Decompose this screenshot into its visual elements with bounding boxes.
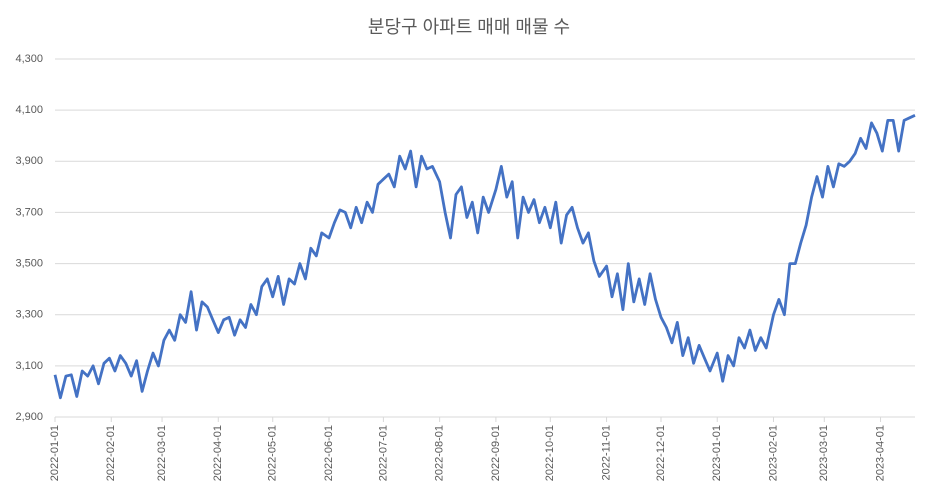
y-tick-label: 3,100 (15, 360, 43, 372)
x-tick-label: 2022-07-01 (377, 425, 389, 481)
y-tick-label: 4,300 (15, 53, 43, 65)
x-tick-label: 2022-01-01 (49, 425, 61, 481)
y-tick-label: 4,100 (15, 104, 43, 116)
chart-title: 분당구 아파트 매매 매물 수 (368, 17, 570, 37)
y-tick-label: 3,300 (15, 309, 43, 321)
x-tick-label: 2022-05-01 (267, 425, 279, 481)
x-tick-label: 2022-11-01 (600, 425, 612, 480)
x-tick-label: 2022-08-01 (434, 425, 446, 481)
y-tick-label: 2,900 (15, 411, 43, 423)
y-tick-label: 3,900 (15, 155, 43, 167)
x-tick-label: 2023-03-01 (818, 425, 830, 481)
y-tick-label: 3,500 (15, 257, 43, 269)
x-tick-label: 2023-02-01 (767, 425, 779, 481)
x-tick-label: 2023-04-01 (874, 425, 886, 481)
x-tick-label: 2022-10-01 (544, 425, 556, 481)
x-tick-label: 2022-06-01 (323, 425, 335, 481)
x-tick-label: 2022-03-01 (156, 425, 168, 481)
x-tick-label: 2022-04-01 (212, 425, 224, 481)
y-tick-label: 3,700 (15, 206, 43, 218)
x-tick-label: 2022-02-01 (105, 425, 117, 481)
data-line (53, 114, 916, 400)
x-tick-label: 2023-01-01 (711, 425, 723, 481)
x-tick-label: 2022-12-01 (655, 425, 667, 481)
x-tick-label: 2022-09-01 (490, 425, 502, 481)
